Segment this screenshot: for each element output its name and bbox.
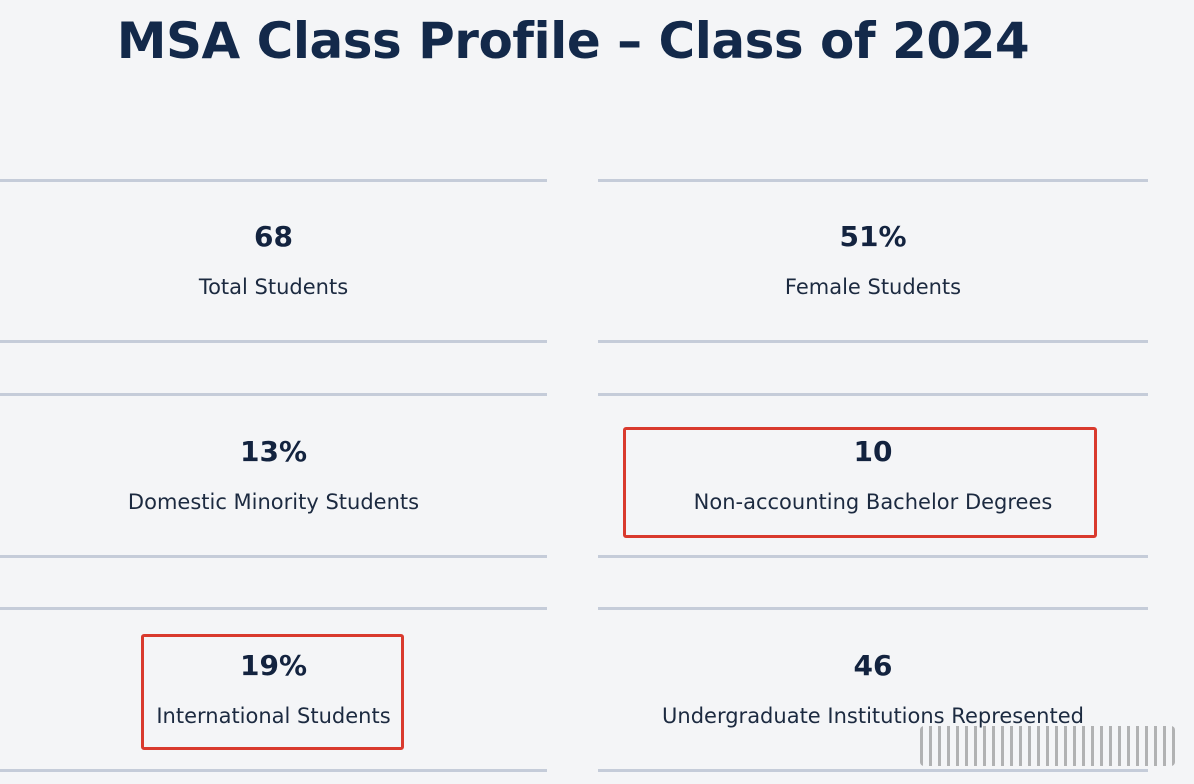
divider	[0, 555, 547, 558]
divider	[0, 607, 547, 610]
stat-non-accounting-degrees: 10 Non-accounting Bachelor Degrees	[598, 434, 1148, 516]
divider	[598, 393, 1148, 396]
stat-domestic-minority-students: 13% Domestic Minority Students	[0, 434, 547, 516]
stat-undergraduate-institutions: 46 Undergraduate Institutions Represente…	[598, 648, 1148, 730]
stat-value: 10	[853, 435, 893, 468]
divider	[0, 179, 547, 182]
divider	[598, 179, 1148, 182]
stat-international-students: 19% International Students	[0, 648, 547, 730]
stat-value: 51%	[839, 220, 907, 253]
stat-label: Undergraduate Institutions Represented	[662, 704, 1084, 728]
divider	[598, 555, 1148, 558]
divider	[0, 769, 547, 772]
divider	[598, 340, 1148, 343]
stat-label: Domestic Minority Students	[127, 490, 420, 514]
stat-female-students: 51% Female Students	[598, 219, 1148, 301]
stat-total-students: 68 Total Students	[0, 219, 547, 301]
stat-value: 46	[853, 649, 893, 682]
divider	[0, 340, 547, 343]
stat-value: 19%	[239, 649, 308, 682]
stat-label: Female Students	[784, 275, 962, 299]
highlight-box	[623, 427, 1097, 538]
stat-label: International Students	[156, 704, 391, 728]
stat-label: Non-accounting Bachelor Degrees	[693, 490, 1053, 514]
stat-value: 13%	[239, 435, 308, 468]
watermark	[920, 726, 1175, 766]
stat-value: 68	[254, 220, 293, 253]
page-title: MSA Class Profile – Class of 2024	[116, 12, 1030, 70]
divider	[0, 393, 547, 396]
stat-label: Total Students	[198, 275, 349, 299]
divider	[598, 607, 1148, 610]
highlight-box	[141, 634, 404, 750]
divider	[598, 769, 1148, 772]
